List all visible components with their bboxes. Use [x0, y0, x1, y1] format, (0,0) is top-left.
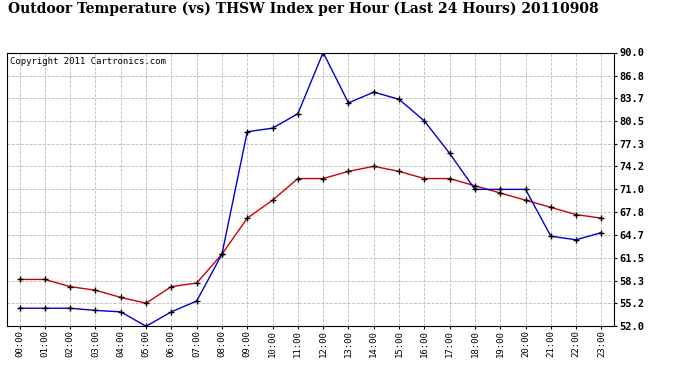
- Text: Outdoor Temperature (vs) THSW Index per Hour (Last 24 Hours) 20110908: Outdoor Temperature (vs) THSW Index per …: [8, 2, 599, 16]
- Text: Copyright 2011 Cartronics.com: Copyright 2011 Cartronics.com: [10, 57, 166, 66]
